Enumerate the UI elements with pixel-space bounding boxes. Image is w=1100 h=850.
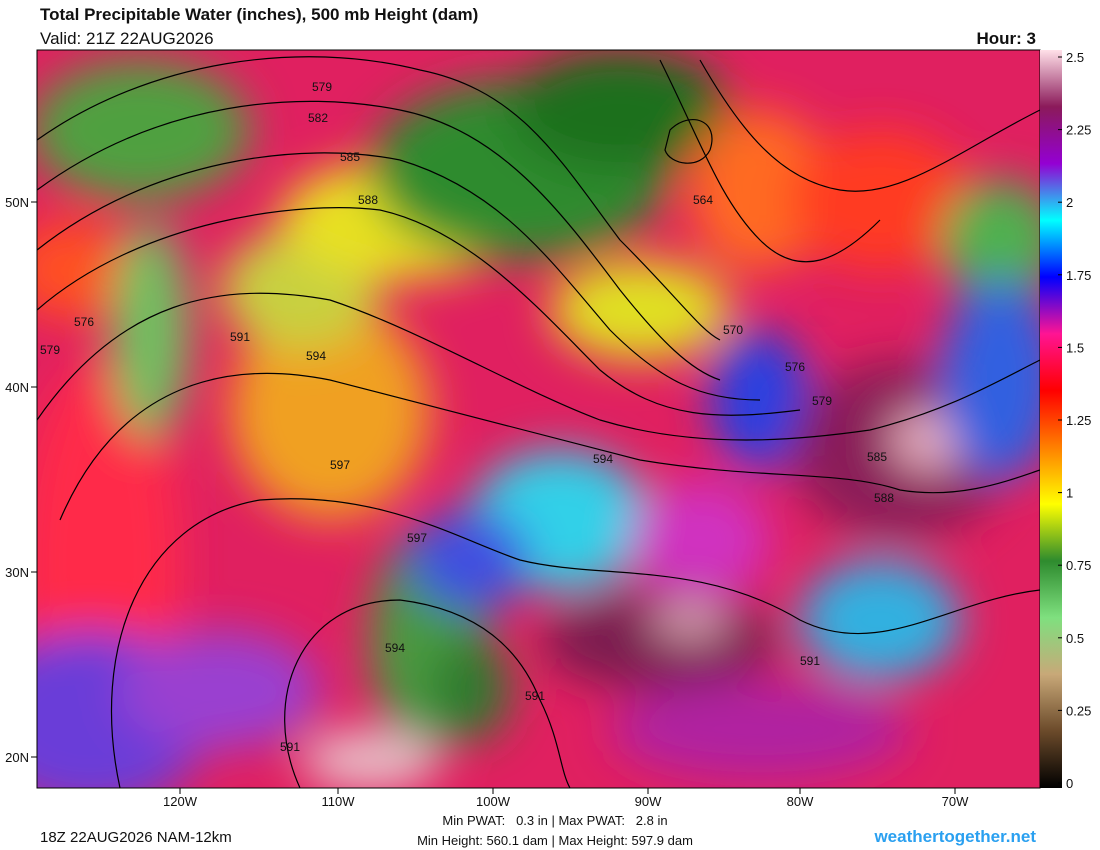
model-run: 18Z 22AUG2026 NAM-12km [40,829,232,846]
map-field [37,50,1040,788]
contour-label: 594 [306,349,326,363]
valid-time: Valid: 21Z 22AUG2026 [40,29,214,48]
colorbar-tick-label: 1.25 [1066,413,1091,428]
site-credit[interactable]: weathertogether.net [873,827,1036,846]
pwat-stats: Min PWAT: 0.3 in | Max PWAT: 2.8 in [442,813,667,828]
colorbar-tick-label: 2.25 [1066,123,1091,138]
contour-label: 588 [358,193,378,207]
lon-label: 100W [476,794,511,809]
lon-label: 120W [163,794,198,809]
colorbar-tick-label: 1.5 [1066,340,1084,355]
lat-label: 40N [5,380,29,395]
contour-label: 570 [723,323,743,337]
colorbar-tick-label: 0.75 [1066,558,1091,573]
contour-label: 576 [785,360,805,374]
contour-label: 597 [407,531,427,545]
colorbar-tick-label: 2 [1066,195,1073,210]
lat-label: 30N [5,565,29,580]
contour-label: 591 [280,740,300,754]
height-contours [37,56,1040,788]
contour-label: 591 [230,330,250,344]
colorbar-tick-label: 0.25 [1066,703,1091,718]
contour-label: 594 [385,641,405,655]
title: Total Precipitable Water (inches), 500 m… [40,5,478,24]
colorbar-tick-label: 1 [1066,486,1073,501]
contour-label: 597 [330,458,350,472]
colorbar [1040,50,1062,788]
lat-label: 20N [5,750,29,765]
contour-label: 579 [40,343,60,357]
contour-label: 582 [308,111,328,125]
colorbar-tick-label: 0 [1066,776,1073,791]
contour-label: 588 [874,491,894,505]
lon-label: 110W [322,794,356,809]
contour-label: 585 [867,450,887,464]
colorbar-gradient [1040,50,1062,788]
contour-label: 579 [312,80,332,94]
contour-label: 591 [525,689,545,703]
contour-label: 576 [74,315,94,329]
lat-label: 50N [5,195,29,210]
colorbar-tick-label: 1.75 [1066,268,1091,283]
height-stats: Min Height: 560.1 dam | Max Height: 597.… [417,833,693,848]
lon-label: 70W [942,794,969,809]
contour-label: 585 [340,150,360,164]
lon-label: 90W [635,794,662,809]
colorbar-tick-label: 0.5 [1066,631,1084,646]
contour-label: 564 [693,193,713,207]
contour-label: 594 [593,452,613,466]
contour-label: 591 [800,654,820,668]
forecast-hour: Hour: 3 [977,29,1037,48]
contour-label: 579 [812,394,832,408]
lon-label: 80W [787,794,814,809]
colorbar-tick-label: 2.5 [1066,50,1084,65]
